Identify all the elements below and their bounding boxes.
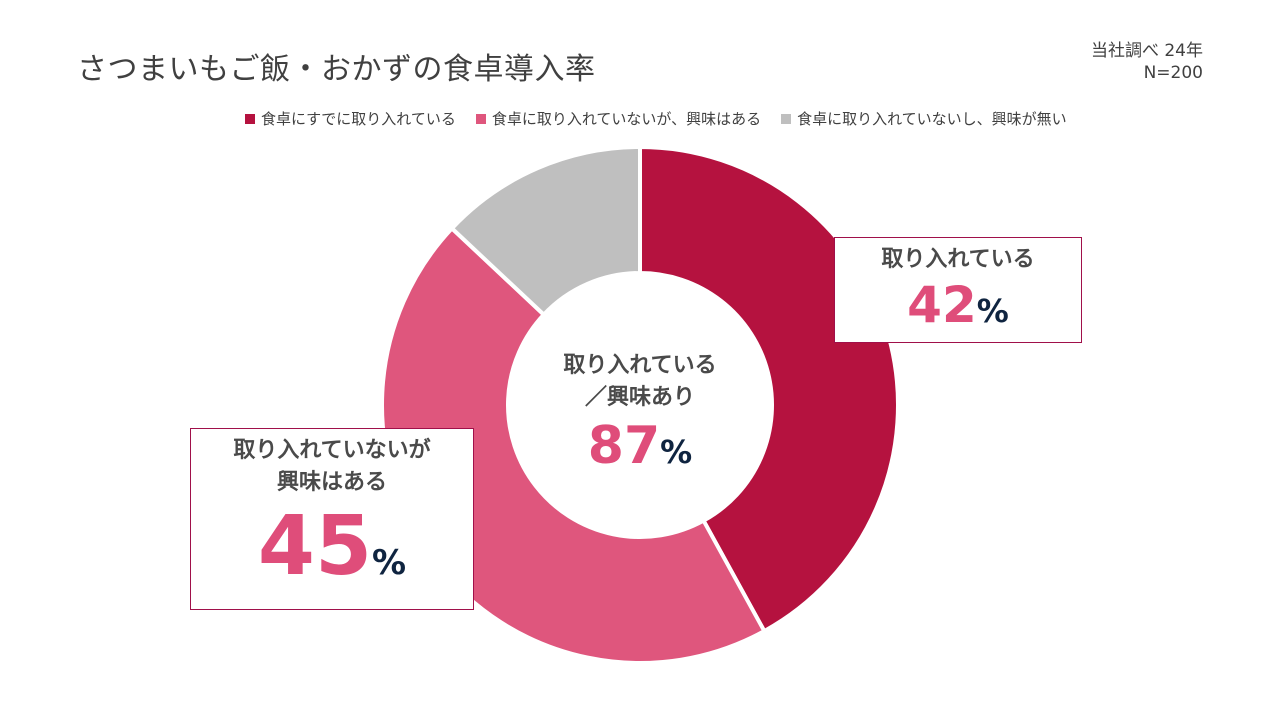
legend-item: 食卓に取り入れていないが、興味はある [475,108,762,129]
callout-already-using: 取り入れている 42% [834,237,1082,343]
legend-label: 食卓に取り入れていないし、興味が無い [797,110,1067,128]
callout-value-unit: % [976,292,1009,330]
legend: 食卓にすでに取り入れている 食卓に取り入れていないが、興味はある 食卓に取り入れ… [245,108,1067,129]
center-value-number: 87 [587,416,661,476]
chart-title: さつまいもご飯・おかずの食卓導入率 [77,52,596,87]
donut-slice-2 [380,225,768,665]
center-label-line2: ／興味あり [584,385,695,410]
callout-value-number: 42 [907,276,977,334]
legend-item: 食卓にすでに取り入れている [245,108,456,129]
donut-slice-1 [638,144,900,634]
legend-label: 食卓に取り入れていないが、興味はある [491,110,762,128]
legend-item: 食卓に取り入れていないし、興味が無い [781,108,1067,129]
callout-label: 取り入れている [881,247,1035,272]
callout-label-line2: 興味はある [276,470,387,495]
legend-swatch [245,113,255,124]
center-value-unit: % [660,433,693,471]
legend-swatch [475,113,486,124]
callout-interested: 取り入れていないが 興味はある 45% [190,428,474,610]
survey-source: 当社調べ 24年 [1090,41,1203,61]
center-label: 取り入れている ／興味あり 87% [510,350,770,476]
legend-swatch [781,113,792,124]
survey-note: 当社調べ 24年 N=200 [1091,40,1203,84]
center-label-line1: 取り入れている [563,353,717,378]
callout-value-unit: % [372,543,407,583]
center-value: 87% [510,416,770,476]
sample-size: N=200 [1143,63,1203,83]
legend-label: 食卓にすでに取り入れている [261,110,456,128]
callout-value: 45% [258,499,406,594]
callout-value-number: 45 [257,499,373,594]
donut-slice-3 [449,144,642,318]
callout-value: 42% [907,276,1009,334]
callout-label-line1: 取り入れていないが [233,438,431,463]
donut-slices [380,144,900,665]
